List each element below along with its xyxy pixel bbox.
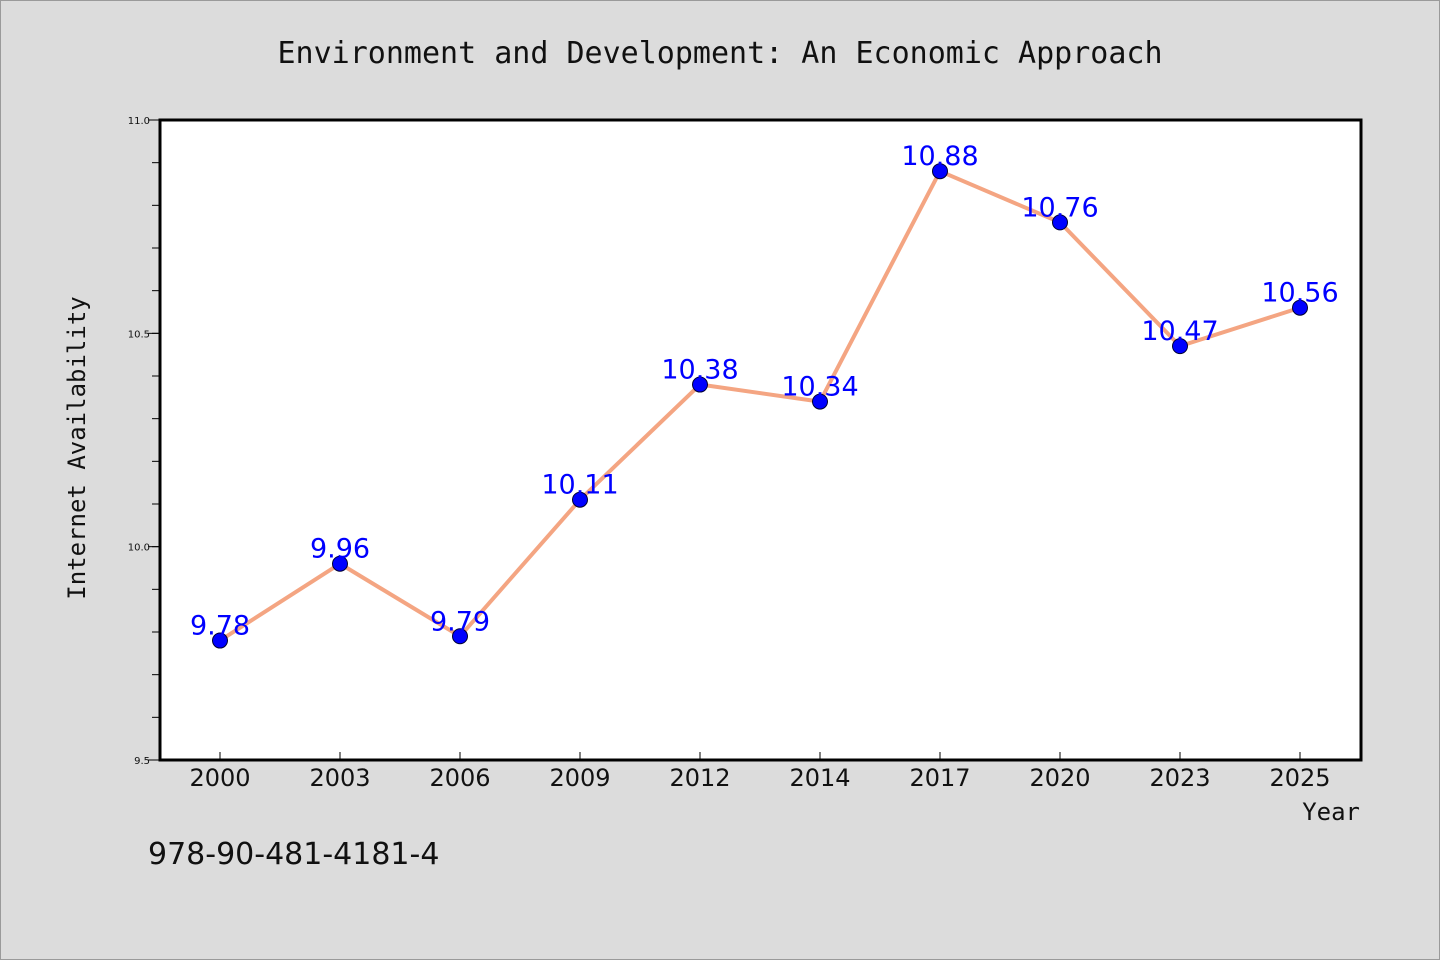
series-line [218,169,1302,643]
x-axis-ticks: 2000 2003 2006 2009 2012 2014 2017 2020 2023 2025 [189,752,1331,792]
data-point [1052,214,1068,231]
x-tick-label: 2014 [789,764,850,792]
x-axis-label: Year [1302,798,1360,826]
y-tick-label: 9.5 [134,756,150,767]
x-tick-label: 2012 [669,764,730,792]
y-tick-label: 11.0 [128,116,150,127]
x-tick-label: 2020 [1029,764,1090,792]
data-label: 10.56 [1261,278,1338,309]
data-point [452,628,468,645]
x-tick-label: 2025 [1269,764,1330,792]
data-label: 10.34 [781,372,858,403]
plot-border [158,118,1363,762]
data-label: 10.88 [901,141,978,172]
data-label: 10.76 [1021,192,1098,223]
data-point [1172,338,1188,355]
isbn-annotation: 978-90-481-4181-4 [148,837,439,872]
x-tick-label: 2000 [189,764,250,792]
data-point [692,376,708,393]
y-tick-label: 10.5 [128,329,150,340]
x-tick-label: 2006 [429,764,490,792]
data-label: 9.79 [430,606,490,637]
data-point [212,632,228,649]
data-labels-group: 9.78 9.96 9.79 10.11 10.38 10.34 10.88 10.76 10.… [190,141,1339,641]
data-label: 9.96 [310,534,370,565]
data-label: 10.47 [1141,316,1218,347]
data-point [572,491,588,508]
x-tick-label: 2017 [909,764,970,792]
data-point [332,555,348,572]
data-point [1292,299,1308,316]
x-tick-label: 2003 [309,764,370,792]
data-point [932,163,948,180]
data-label: 10.11 [541,470,618,501]
x-tick-label: 2009 [549,764,610,792]
data-label: 10.38 [661,355,738,386]
y-axis-ticks: 9.5 10.0 10.5 11.0 [128,116,160,767]
y-tick-label: 10.0 [128,543,150,554]
x-tick-label: 2023 [1149,764,1210,792]
y-axis-label: Internet Availability [63,296,91,599]
data-points-group [212,163,1308,649]
series-line-group [218,169,1302,643]
plot-area [160,120,1361,760]
chart-title: Environment and Development: An Economic… [277,36,1162,71]
data-label: 9.78 [190,611,250,642]
data-point [812,393,828,410]
